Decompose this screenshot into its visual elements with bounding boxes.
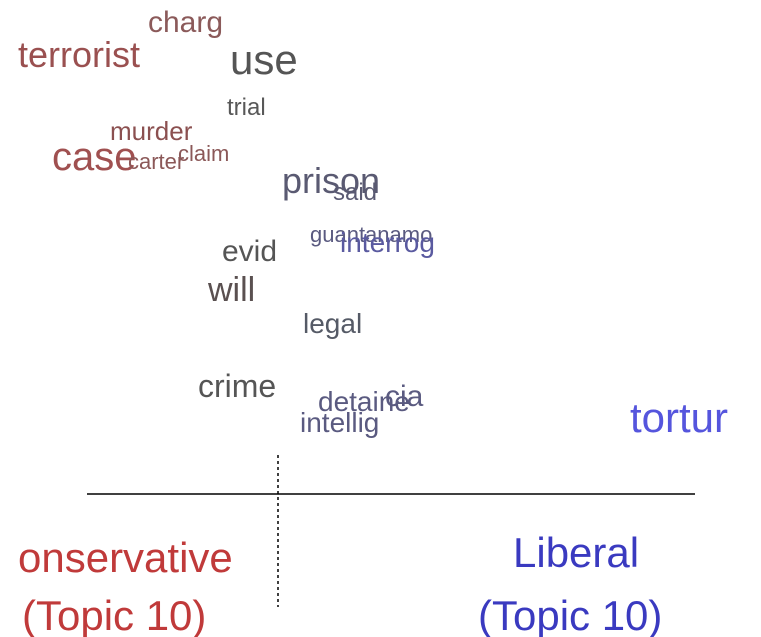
word: crime bbox=[198, 368, 276, 404]
word: intellig bbox=[300, 407, 379, 438]
word: use bbox=[230, 36, 298, 83]
right-label: Liberal bbox=[513, 529, 639, 576]
left-topic: (Topic 10) bbox=[22, 592, 206, 637]
word: interrog bbox=[340, 227, 435, 258]
word: detaine bbox=[318, 386, 410, 417]
word: evid bbox=[222, 235, 277, 268]
right-topic: (Topic 10) bbox=[478, 592, 662, 637]
word: terrorist bbox=[18, 34, 140, 75]
word: will bbox=[207, 271, 255, 309]
word: trial bbox=[227, 94, 266, 121]
word: legal bbox=[303, 308, 362, 339]
word: prison bbox=[282, 160, 380, 201]
word: said bbox=[333, 179, 377, 206]
word: guantanamo bbox=[310, 222, 432, 247]
left-label: onservative bbox=[18, 534, 233, 581]
word: tortur bbox=[630, 394, 728, 441]
word: murder bbox=[110, 116, 193, 146]
word: claim bbox=[178, 141, 229, 166]
word: cia bbox=[385, 380, 424, 413]
word: carter bbox=[128, 149, 184, 174]
word: case bbox=[52, 135, 137, 179]
word: charg bbox=[148, 6, 223, 39]
